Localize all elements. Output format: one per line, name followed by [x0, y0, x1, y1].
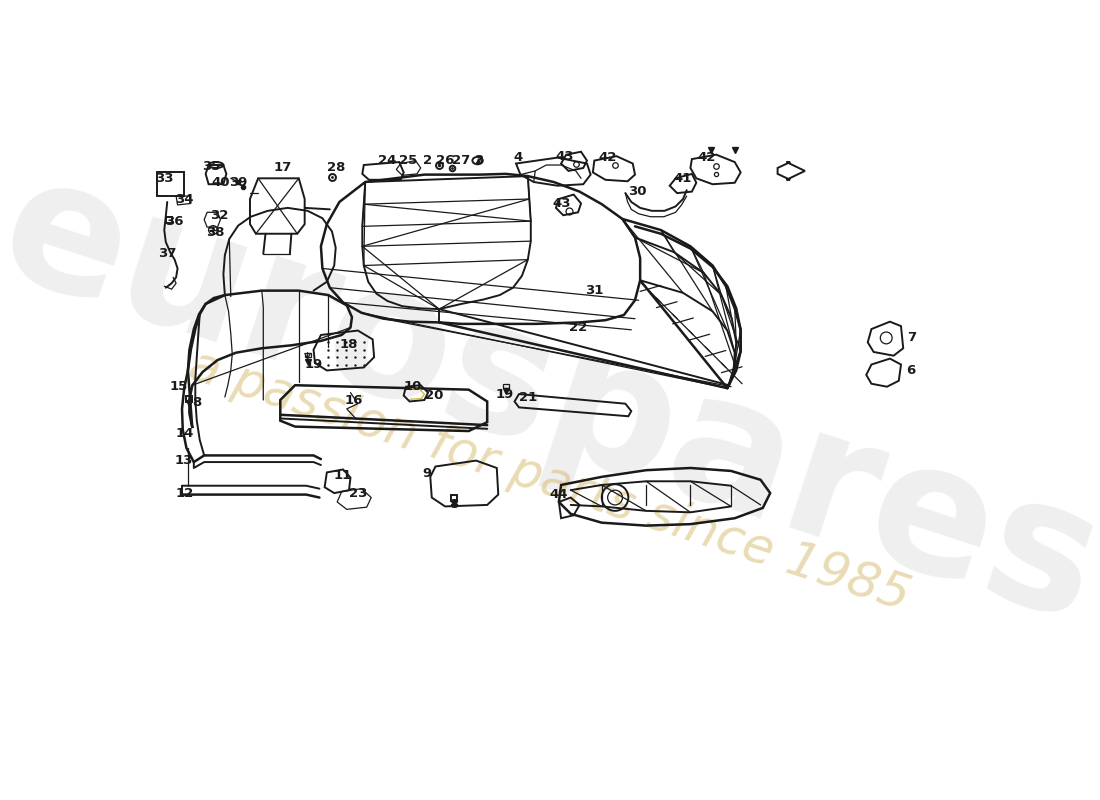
Text: 20: 20 — [425, 389, 443, 402]
Text: 19: 19 — [305, 358, 322, 371]
Text: 8: 8 — [449, 498, 459, 511]
Text: 22: 22 — [569, 321, 587, 334]
Text: 12: 12 — [175, 486, 194, 500]
Text: 39: 39 — [229, 175, 248, 189]
Text: 40: 40 — [212, 175, 230, 189]
Text: 43: 43 — [556, 150, 574, 162]
Text: 14: 14 — [176, 427, 194, 441]
Text: 7: 7 — [908, 331, 916, 345]
Text: 13: 13 — [175, 454, 194, 467]
Text: 15: 15 — [169, 380, 188, 393]
Text: 30: 30 — [628, 185, 647, 198]
Text: 44: 44 — [550, 488, 568, 501]
Text: 21: 21 — [519, 390, 537, 403]
Text: 23: 23 — [349, 486, 367, 500]
Text: 10: 10 — [404, 380, 421, 393]
Text: eurospares: eurospares — [0, 140, 1100, 660]
Text: 19: 19 — [496, 387, 514, 401]
Text: 42: 42 — [697, 151, 716, 164]
Text: 4: 4 — [514, 151, 522, 164]
Text: 35: 35 — [202, 160, 221, 173]
Text: 31: 31 — [585, 284, 604, 297]
Text: 24: 24 — [378, 154, 397, 167]
Text: 11: 11 — [334, 469, 352, 482]
Text: a passion for parts since 1985: a passion for parts since 1985 — [184, 342, 916, 621]
Text: 26: 26 — [436, 154, 454, 167]
Text: 38: 38 — [206, 226, 224, 238]
Text: 36: 36 — [165, 214, 184, 228]
Text: 28: 28 — [327, 162, 345, 174]
Text: 17: 17 — [274, 162, 292, 174]
Text: 18: 18 — [340, 338, 359, 351]
Text: 6: 6 — [906, 364, 915, 377]
Text: 42: 42 — [598, 151, 617, 164]
Text: 9: 9 — [422, 467, 431, 480]
Text: 27: 27 — [452, 154, 471, 167]
Text: 41: 41 — [674, 172, 692, 185]
Text: 43: 43 — [552, 197, 571, 210]
Text: 8: 8 — [192, 397, 201, 410]
Text: 37: 37 — [158, 247, 176, 260]
Text: 25: 25 — [399, 154, 417, 167]
Text: 33: 33 — [155, 172, 174, 185]
Text: 32: 32 — [210, 209, 228, 222]
Text: 3: 3 — [474, 154, 484, 167]
Text: 2: 2 — [422, 154, 432, 167]
Text: 16: 16 — [344, 394, 363, 406]
Text: 34: 34 — [175, 193, 194, 206]
